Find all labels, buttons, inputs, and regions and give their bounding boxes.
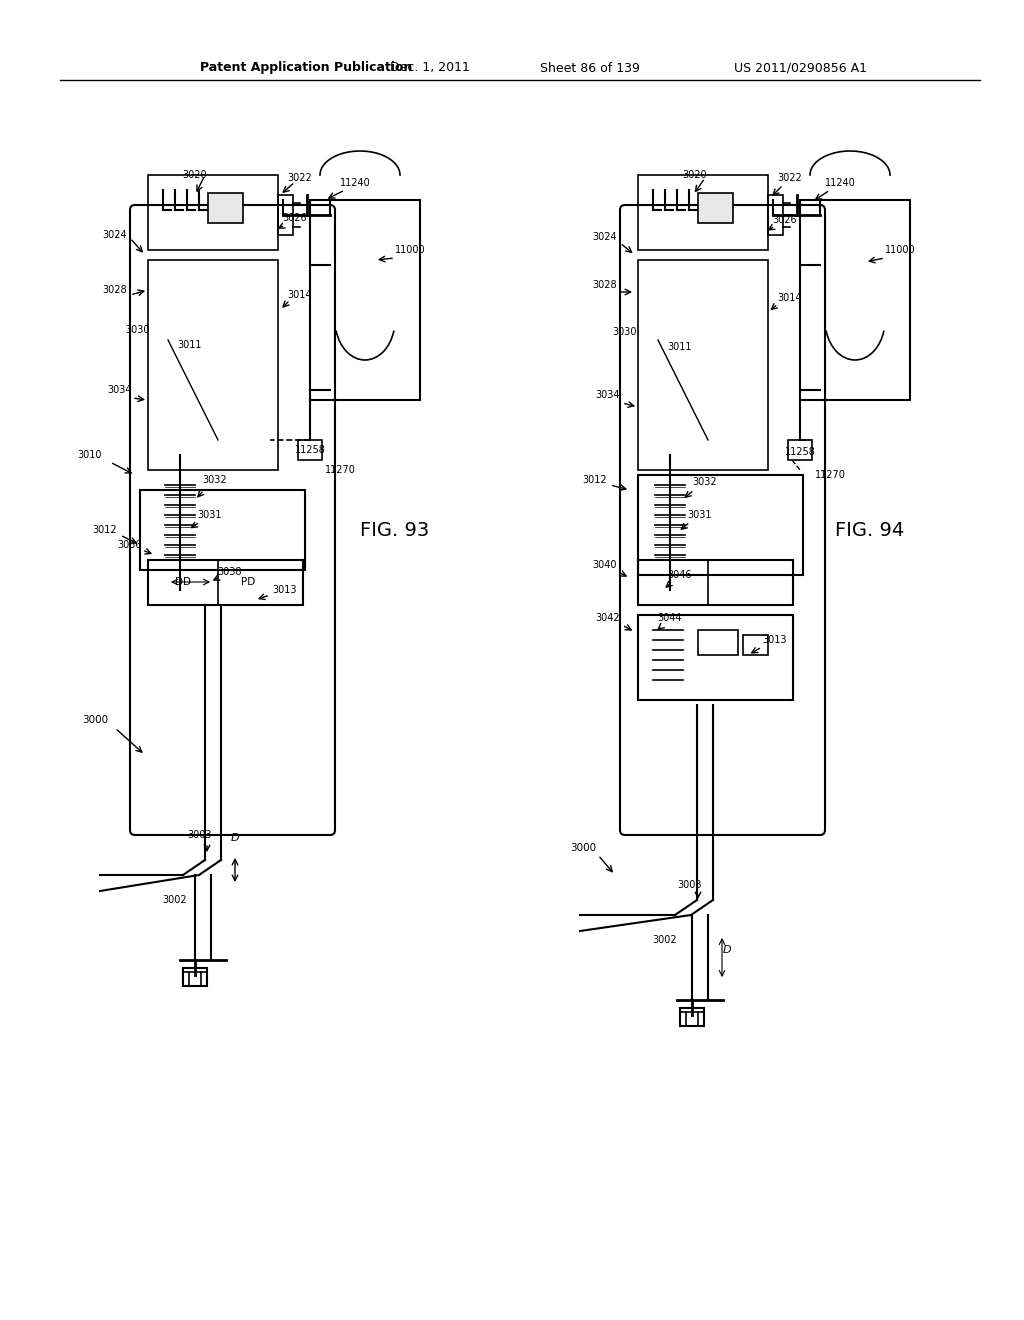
Text: 3026: 3026 <box>773 215 798 224</box>
Text: Patent Application Publication: Patent Application Publication <box>200 62 413 74</box>
Text: Sheet 86 of 139: Sheet 86 of 139 <box>540 62 640 74</box>
Text: 11258: 11258 <box>784 447 815 457</box>
Bar <box>698 630 738 655</box>
Text: 3003: 3003 <box>678 880 702 890</box>
Text: 3028: 3028 <box>102 285 127 294</box>
Bar <box>698 193 733 223</box>
Text: DD: DD <box>175 577 191 587</box>
Text: 3040: 3040 <box>593 560 617 570</box>
Text: 3046: 3046 <box>668 570 692 579</box>
Text: 11240: 11240 <box>824 178 855 187</box>
Bar <box>638 475 803 576</box>
Bar <box>800 201 910 400</box>
Text: FIG. 94: FIG. 94 <box>836 520 904 540</box>
Text: 3020: 3020 <box>683 170 708 180</box>
Bar <box>638 260 768 470</box>
Text: 3024: 3024 <box>102 230 127 240</box>
Bar <box>183 968 207 986</box>
Text: 3014: 3014 <box>778 293 802 304</box>
Bar <box>278 195 293 235</box>
Text: 3038: 3038 <box>218 568 243 577</box>
Bar <box>208 193 243 223</box>
Text: 3026: 3026 <box>283 213 307 223</box>
Text: FIG. 93: FIG. 93 <box>360 520 430 540</box>
Text: 3010: 3010 <box>78 450 102 459</box>
Text: 3028: 3028 <box>593 280 617 290</box>
Text: PD: PD <box>241 577 255 587</box>
Text: 3042: 3042 <box>596 612 621 623</box>
Bar <box>298 440 322 459</box>
Bar <box>310 201 420 400</box>
Text: 3034: 3034 <box>596 389 621 400</box>
Text: 3032: 3032 <box>692 477 718 487</box>
Text: 3020: 3020 <box>182 170 207 180</box>
Text: D: D <box>230 833 240 843</box>
Bar <box>768 195 783 235</box>
Text: 3013: 3013 <box>272 585 297 595</box>
Bar <box>638 560 793 605</box>
Text: 3031: 3031 <box>688 510 713 520</box>
FancyBboxPatch shape <box>620 205 825 836</box>
Text: 3036: 3036 <box>118 540 142 550</box>
Text: 3022: 3022 <box>288 173 312 183</box>
Bar <box>148 560 303 605</box>
Text: 11258: 11258 <box>295 445 326 455</box>
Text: 3024: 3024 <box>593 232 617 242</box>
Text: 3000: 3000 <box>570 843 596 853</box>
Bar <box>140 490 305 570</box>
Text: 11270: 11270 <box>814 470 846 480</box>
Text: 3022: 3022 <box>777 173 803 183</box>
Text: 3031: 3031 <box>198 510 222 520</box>
Text: 3032: 3032 <box>203 475 227 484</box>
Text: 3034: 3034 <box>108 385 132 395</box>
Text: 3012: 3012 <box>583 475 607 484</box>
Text: 3011: 3011 <box>668 342 692 352</box>
Bar <box>680 1008 705 1026</box>
Text: 11270: 11270 <box>325 465 355 475</box>
Text: 3044: 3044 <box>657 612 682 623</box>
Text: 3014: 3014 <box>288 290 312 300</box>
Text: 3011: 3011 <box>178 341 203 350</box>
Bar <box>788 440 812 459</box>
Bar <box>743 635 768 655</box>
Text: 11240: 11240 <box>340 178 371 187</box>
Text: 3002: 3002 <box>163 895 187 906</box>
Text: 11000: 11000 <box>394 246 425 255</box>
Text: 3030: 3030 <box>612 327 637 337</box>
Text: 11000: 11000 <box>885 246 915 255</box>
Text: 3002: 3002 <box>652 935 677 945</box>
Bar <box>638 615 793 700</box>
Bar <box>638 176 768 249</box>
Text: D: D <box>723 945 731 954</box>
Text: US 2011/0290856 A1: US 2011/0290856 A1 <box>733 62 866 74</box>
FancyBboxPatch shape <box>130 205 335 836</box>
Bar <box>148 176 278 249</box>
Text: 3000: 3000 <box>82 715 109 725</box>
Text: 3003: 3003 <box>187 830 212 840</box>
Text: Dec. 1, 2011: Dec. 1, 2011 <box>390 62 470 74</box>
Text: 3012: 3012 <box>93 525 118 535</box>
Text: 3013: 3013 <box>763 635 787 645</box>
Text: 3030: 3030 <box>126 325 151 335</box>
Bar <box>148 260 278 470</box>
